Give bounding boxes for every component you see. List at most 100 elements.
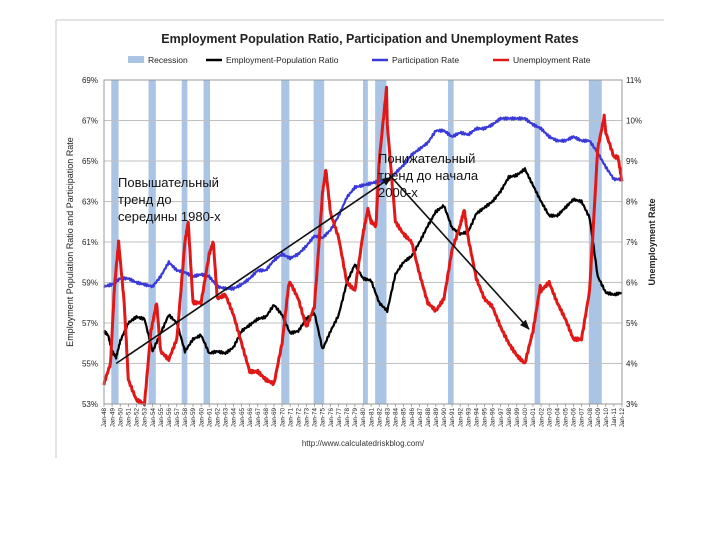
- x-tick-label: Jan-11: [611, 408, 618, 427]
- x-tick-label: Jan-04: [554, 408, 561, 428]
- x-tick-label: Jan-84: [393, 408, 400, 428]
- right-tick-label: 10%: [626, 117, 642, 126]
- x-tick-label: Jan-01: [530, 408, 537, 428]
- x-tick-label: Jan-80: [360, 408, 367, 428]
- trend-arrow-0: [115, 176, 393, 365]
- right-tick-label: 7%: [626, 238, 638, 247]
- right-tick-label: 4%: [626, 360, 638, 369]
- x-tick-label: Jan-70: [279, 408, 286, 428]
- x-tick-label: Jan-85: [401, 408, 408, 428]
- x-tick-label: Jan-98: [506, 408, 513, 428]
- x-tick-label: Jan-56: [166, 408, 173, 428]
- x-tick-label: Jan-55: [158, 408, 165, 428]
- x-tick-label: Jan-58: [182, 408, 189, 428]
- left-tick-label: 59%: [82, 279, 98, 288]
- x-tick-label: Jan-71: [287, 408, 294, 428]
- left-tick-label: 57%: [82, 319, 98, 328]
- chart-title: Employment Population Ratio, Participati…: [161, 32, 578, 46]
- x-tick-label: Jan-92: [457, 408, 464, 428]
- left-tick-label: 53%: [82, 400, 98, 409]
- right-tick-label: 3%: [626, 400, 638, 409]
- x-tick-label: Jan-48: [101, 408, 108, 428]
- left-axis-ticks: 53% 55% 57% 59% 61% 63% 65% 67% 69%: [82, 76, 98, 409]
- x-tick-label: Jan-03: [546, 408, 553, 428]
- x-tick-label: Jan-06: [571, 408, 578, 428]
- legend-label: Recession: [148, 55, 188, 65]
- x-tick-label: Jan-07: [579, 408, 586, 428]
- x-tick-label: Jan-94: [474, 408, 481, 428]
- legend-label: Unemployment Rate: [513, 55, 591, 65]
- right-tick-label: 8%: [626, 198, 638, 207]
- x-tick-label: Jan-57: [174, 408, 181, 428]
- legend-label: Participation Rate: [392, 55, 459, 65]
- series-unemployment-rate: [102, 85, 624, 407]
- x-tick-label: Jan-08: [587, 408, 594, 428]
- x-tick-label: Jan-99: [514, 408, 521, 428]
- left-tick-label: 61%: [82, 238, 98, 247]
- annotation-falling-line-0: Понижательный: [378, 151, 475, 166]
- left-tick-label: 55%: [82, 360, 98, 369]
- annotation-rising-line-1: тренд до: [118, 192, 172, 207]
- x-tick-label: Jan-95: [482, 408, 489, 428]
- x-tick-label: Jan-79: [352, 408, 359, 428]
- annotations: Повышательный тренд до середины 1980-х Пони…: [118, 151, 479, 224]
- annotation-falling-line-2: 2000-х: [378, 185, 418, 200]
- x-tick-label: Jan-72: [295, 408, 302, 428]
- right-axis-label: Unemployment Rate: [647, 198, 657, 285]
- x-tick-label: Jan-00: [522, 408, 529, 428]
- x-tick-label: Jan-73: [304, 408, 311, 428]
- x-tick-label: Jan-65: [239, 408, 246, 428]
- right-tick-label: 9%: [626, 157, 638, 166]
- x-tick-label: Jan-09: [595, 408, 602, 428]
- x-tick-label: Jan-66: [247, 408, 254, 428]
- right-tick-label: 5%: [626, 319, 638, 328]
- legend-label: Employment-Population Ratio: [226, 55, 339, 65]
- x-tick-label: Jan-69: [271, 408, 278, 428]
- x-tick-label: Jan-68: [263, 408, 270, 428]
- x-tick-label: Jan-02: [538, 408, 545, 428]
- trend-arrow-1: [389, 174, 530, 330]
- x-tick-label: Jan-97: [498, 408, 505, 428]
- annotation-falling-line-1: тренд до начала: [378, 168, 479, 183]
- x-tick-label: Jan-91: [449, 408, 456, 428]
- x-tick-label: Jan-74: [312, 408, 319, 428]
- x-tick-label: Jan-60: [198, 408, 205, 428]
- x-tick-label: Jan-67: [255, 408, 262, 428]
- x-axis-ticks: Jan-48 Jan-49 Jan-50 Jan-51 Jan-52 Jan-53 Jan-…: [101, 404, 626, 427]
- annotation-rising-line-0: Повышательный: [118, 175, 219, 190]
- trend-arrows: [115, 174, 530, 365]
- x-tick-label: Jan-64: [231, 408, 238, 428]
- x-tick-label: Jan-49: [109, 408, 116, 428]
- x-tick-label: Jan-51: [125, 408, 132, 428]
- x-tick-label: Jan-10: [603, 408, 610, 428]
- x-tick-label: Jan-05: [563, 408, 570, 428]
- x-tick-label: Jan-96: [490, 408, 497, 428]
- x-tick-label: Jan-76: [328, 408, 335, 428]
- x-tick-label: Jan-78: [344, 408, 351, 428]
- left-tick-label: 69%: [82, 76, 98, 85]
- x-tick-label: Jan-90: [441, 408, 448, 428]
- x-tick-label: Jan-62: [215, 408, 222, 428]
- x-tick-label: Jan-52: [134, 408, 141, 428]
- right-tick-label: 11%: [626, 76, 641, 85]
- x-tick-label: Jan-50: [117, 408, 124, 428]
- annotation-rising-line-2: середины 1980-х: [118, 209, 221, 224]
- x-tick-label: Jan-93: [465, 408, 472, 428]
- x-tick-label: Jan-88: [425, 408, 432, 428]
- x-tick-label: Jan-77: [336, 408, 343, 428]
- left-tick-label: 63%: [82, 198, 98, 207]
- x-tick-label: Jan-81: [368, 408, 375, 428]
- x-tick-label: Jan-75: [320, 408, 327, 428]
- right-axis-ticks: 3% 4% 5% 6% 7% 8% 9% 10% 11%: [626, 76, 642, 409]
- x-tick-label: Jan-86: [409, 408, 416, 428]
- x-tick-label: Jan-12: [619, 408, 626, 428]
- x-tick-label: Jan-54: [150, 408, 157, 428]
- x-tick-label: Jan-61: [206, 408, 213, 428]
- x-tick-label: Jan-53: [142, 408, 149, 428]
- x-tick-label: Jan-83: [384, 408, 391, 428]
- legend: Recession Employment-Population Ratio Part…: [128, 55, 591, 65]
- x-tick-label: Jan-63: [223, 408, 230, 428]
